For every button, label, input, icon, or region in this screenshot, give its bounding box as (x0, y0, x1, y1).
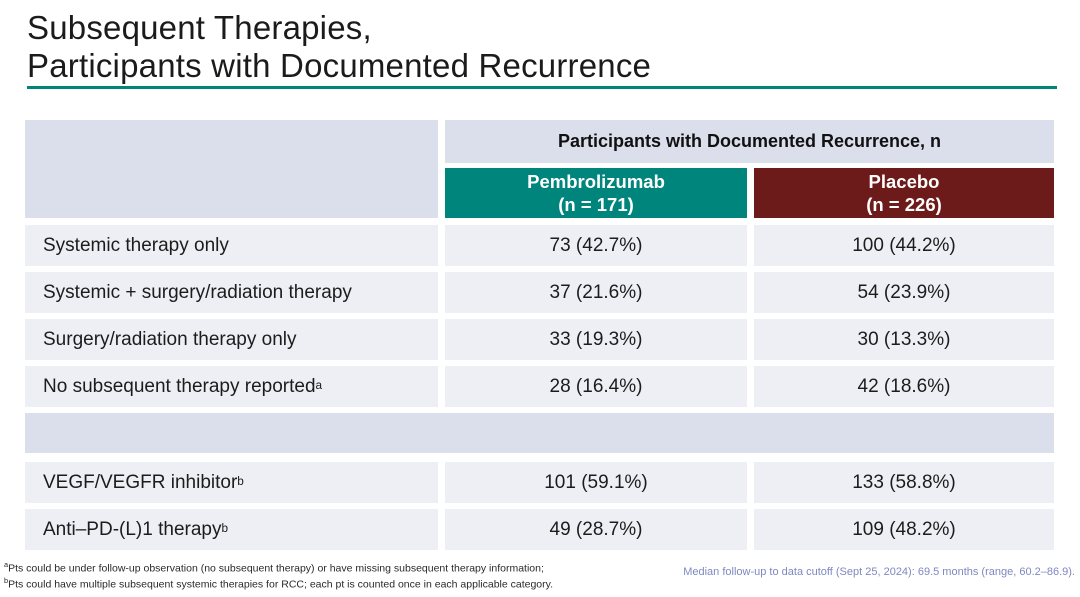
footnote-a: aPts could be under follow-up observatio… (4, 559, 553, 575)
row-label: VEGF/VEGFR inhibitor b (25, 462, 438, 503)
row-label: No subsequent therapy reported a (25, 366, 438, 407)
cell-pembrolizumab: 73 (42.7%) (445, 225, 747, 266)
column-header-placebo: Placebo (n = 226) (754, 168, 1054, 218)
slide-title-line2: Participants with Documented Recurrence (27, 47, 652, 84)
footnote-a-text: Pts could be under follow-up observation… (8, 562, 544, 575)
table-row: Surgery/radiation therapy only 33 (19.3%… (25, 319, 1054, 360)
title-underline-rule (27, 86, 1057, 89)
subsequent-therapies-table: Participants with Documented Recurrence,… (25, 120, 1054, 556)
cell-placebo: 100 (44.2%) (754, 225, 1054, 266)
cell-placebo: 30 (13.3%) (754, 319, 1054, 360)
cell-pembrolizumab: 37 (21.6%) (445, 272, 747, 313)
table-row: Anti–PD-(L)1 therapy b 49 (28.7%) 109 (48… (25, 509, 1054, 550)
row-label: Surgery/radiation therapy only (25, 319, 438, 360)
cell-pembrolizumab: 28 (16.4%) (445, 366, 747, 407)
pembrolizumab-n: (n = 171) (558, 194, 634, 215)
slide-title-line1: Subsequent Therapies, (27, 9, 372, 46)
cell-placebo: 54 (23.9%) (754, 272, 1054, 313)
table-header: Participants with Documented Recurrence,… (25, 120, 1054, 218)
footnotes-left: aPts could be under follow-up observatio… (4, 559, 553, 591)
section-separator-row (25, 413, 1054, 453)
table-row: Systemic + surgery/radiation therapy 37 … (25, 272, 1054, 313)
placebo-n: (n = 226) (866, 194, 942, 215)
footnote-median-followup: Median follow-up to data cutoff (Sept 25… (683, 566, 1075, 578)
footnote-a-marker: a (4, 560, 9, 569)
placebo-name: Placebo (868, 171, 940, 192)
cell-pembrolizumab: 33 (19.3%) (445, 319, 747, 360)
cell-pembrolizumab: 101 (59.1%) (445, 462, 747, 503)
footnote-b: bPts could have multiple subsequent syst… (4, 575, 553, 591)
slide-title: Subsequent Therapies, Participants with D… (27, 9, 651, 85)
row-label-text: Anti–PD-(L)1 therapy (43, 518, 222, 540)
column-header-pembrolizumab: Pembrolizumab (n = 171) (445, 168, 747, 218)
row-label-text: VEGF/VEGFR inhibitor (43, 471, 238, 493)
row-label-text: Surgery/radiation therapy only (43, 328, 297, 350)
table-row: Systemic therapy only 73 (42.7%) 100 (44… (25, 225, 1054, 266)
cell-placebo: 109 (48.2%) (754, 509, 1054, 550)
row-label: Anti–PD-(L)1 therapy b (25, 509, 438, 550)
header-band: Participants with Documented Recurrence,… (445, 120, 1054, 163)
cell-placebo: 42 (18.6%) (754, 366, 1054, 407)
table-row: VEGF/VEGFR inhibitor b 101 (59.1%) 133 (5… (25, 462, 1054, 503)
footnote-b-text: Pts could have multiple subsequent syste… (8, 578, 554, 591)
cell-pembrolizumab: 49 (28.7%) (445, 509, 747, 550)
cell-placebo: 133 (58.8%) (754, 462, 1054, 503)
table-corner-cell (25, 120, 438, 218)
row-label-text: Systemic + surgery/radiation therapy (43, 281, 352, 303)
footnote-b-marker: b (4, 576, 9, 585)
row-label-text: No subsequent therapy reported (43, 375, 316, 397)
pembrolizumab-name: Pembrolizumab (527, 171, 665, 192)
row-label: Systemic therapy only (25, 225, 438, 266)
row-label: Systemic + surgery/radiation therapy (25, 272, 438, 313)
table-row: No subsequent therapy reported a 28 (16.4… (25, 366, 1054, 407)
row-label-text: Systemic therapy only (43, 234, 229, 256)
